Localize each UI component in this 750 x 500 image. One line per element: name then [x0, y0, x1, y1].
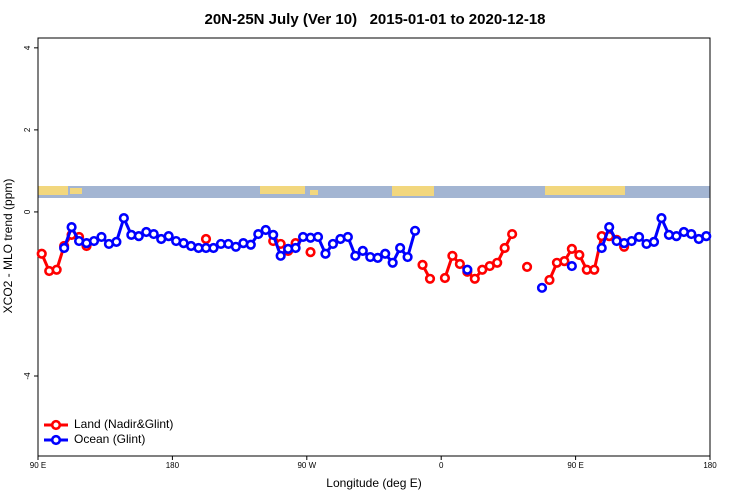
y-axis-label: XCO2 - MLO trend (ppm)	[1, 179, 15, 314]
data-point	[521, 261, 533, 272]
data-point	[701, 231, 712, 242]
data-point	[566, 243, 577, 254]
data-point	[633, 231, 645, 243]
data-point	[200, 233, 212, 245]
data-point	[275, 250, 286, 261]
data-point	[230, 241, 241, 252]
y-tick-label: 2	[23, 127, 32, 132]
x-tick-label: 90 W	[297, 461, 316, 470]
data-point	[350, 250, 361, 261]
data-point	[118, 212, 129, 224]
data-point	[342, 231, 353, 243]
data-point	[111, 236, 122, 247]
data-point	[671, 231, 682, 242]
x-axis-label: Longitude (deg E)	[326, 476, 421, 490]
x-tick-label: 0	[439, 461, 444, 470]
data-point	[544, 274, 555, 286]
data-point	[409, 225, 421, 236]
data-point	[447, 250, 458, 261]
data-point	[66, 222, 77, 233]
data-point	[656, 212, 667, 224]
x-tick-label: 90 E	[30, 461, 46, 470]
map-strip	[38, 186, 710, 198]
plot-frame	[37, 37, 711, 457]
x-tick-label: 180	[703, 461, 717, 470]
data-point	[133, 231, 144, 242]
data-point	[208, 242, 219, 254]
data-point	[36, 248, 47, 259]
x-tick-label: 180	[166, 461, 180, 470]
data-point	[372, 252, 383, 263]
data-point	[477, 264, 488, 275]
data-point	[499, 242, 510, 254]
data-point	[536, 282, 548, 293]
data-point	[507, 228, 518, 240]
data-point	[268, 229, 279, 240]
data-point	[417, 259, 428, 270]
y-tick-label: 4	[23, 45, 32, 50]
data-point	[596, 242, 607, 254]
data-point	[148, 228, 159, 240]
data-point	[88, 235, 100, 247]
data-point	[424, 273, 436, 284]
data-point	[648, 236, 660, 247]
data-point	[454, 258, 465, 270]
data-point	[312, 231, 324, 243]
y-tick-label: 0	[23, 209, 32, 214]
data-point	[686, 228, 697, 240]
data-point	[260, 224, 271, 236]
data-point	[320, 248, 331, 259]
legend-marker	[50, 419, 62, 431]
legend-label: Ocean (Glint)	[74, 432, 145, 446]
data-point	[626, 235, 637, 247]
data-point	[163, 231, 174, 242]
data-point	[469, 273, 480, 284]
data-point	[387, 257, 398, 268]
data-point	[574, 249, 585, 261]
data-point	[566, 260, 577, 272]
data-point	[589, 264, 600, 275]
data-point	[59, 242, 70, 254]
legend-label: Land (Nadir&Glint)	[74, 417, 173, 431]
data-point	[380, 248, 391, 259]
data-point	[96, 231, 107, 243]
data-point	[253, 228, 264, 240]
data-point	[327, 238, 339, 250]
data-point	[402, 251, 413, 263]
chart-title: 20N-25N July (Ver 10) 2015-01-01 to 2020…	[204, 11, 545, 28]
y-tick-label: -4	[23, 372, 32, 380]
data-point	[290, 242, 301, 254]
data-point	[462, 264, 473, 275]
data-point	[51, 264, 62, 275]
data-point	[395, 242, 406, 254]
data-point	[492, 257, 503, 268]
data-point	[604, 222, 615, 233]
x-tick-label: 90 E	[567, 461, 583, 470]
data-point	[305, 247, 316, 258]
data-point	[245, 239, 256, 250]
legend-marker	[50, 434, 62, 446]
data-point	[439, 272, 451, 284]
data-point	[357, 245, 368, 256]
data-point	[559, 256, 570, 267]
